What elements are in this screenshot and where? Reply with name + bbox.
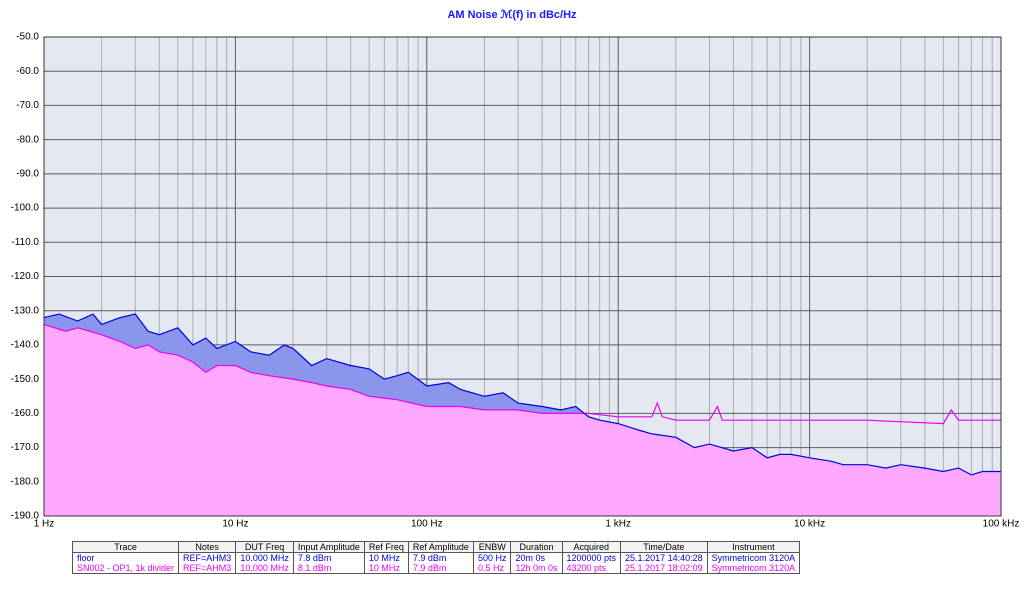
y-tick-label: -50.0 bbox=[16, 32, 39, 43]
y-tick-label: -100.0 bbox=[11, 203, 40, 214]
table-cell: 7.8 dBm bbox=[292, 552, 365, 563]
y-tick-label: -70.0 bbox=[16, 100, 39, 111]
header-cell: Trace bbox=[71, 541, 180, 553]
table-cell: 7.9 dBm bbox=[407, 563, 474, 574]
x-tick-label: 10 kHz bbox=[794, 519, 825, 530]
line bbox=[43, 313, 1001, 476]
table-cell: 10.000 MHz bbox=[235, 552, 294, 563]
y-tick-label: -180.0 bbox=[11, 476, 40, 487]
x-tick-label: 10 Hz bbox=[222, 519, 248, 530]
x-tick-label: 1 kHz bbox=[605, 519, 631, 530]
table-cell: 25.1.2017 14:40:28 bbox=[620, 552, 708, 563]
plot-border bbox=[43, 36, 1002, 517]
header-cell: ENBW bbox=[472, 541, 512, 553]
table-row: SN002 - OP1, 1k divider REF=AHM3 10.000 MH… bbox=[71, 563, 801, 574]
table-cell: 8.1 dBm bbox=[292, 563, 365, 574]
info-table: Trace Notes DUT Freq Input Amplitude Ref Fre… bbox=[71, 541, 801, 574]
table-cell: Symmetricom 3120A bbox=[706, 563, 801, 574]
table-cell: 10.000 MHz bbox=[235, 563, 294, 574]
header-cell: Notes bbox=[178, 541, 237, 553]
x-tick-label: 1 Hz bbox=[34, 519, 55, 530]
header-cell: DUT Freq bbox=[235, 541, 294, 553]
table-cell: 500 Hz bbox=[472, 552, 512, 563]
y-tick-label: -150.0 bbox=[11, 374, 40, 385]
table-cell: 12h 0m 0s bbox=[510, 563, 563, 574]
table-row: floor REF=AHM3 10.000 MHz 7.8 dBm 10 MHz 7.9 … bbox=[71, 552, 801, 563]
table-cell: 25.1.2017 18:02:09 bbox=[620, 563, 708, 574]
table-cell: REF=AHM3 bbox=[178, 563, 237, 574]
table-cell: 10 MHz bbox=[363, 563, 409, 574]
chart-title: AM Noise ℳ(f) in dBc/Hz bbox=[447, 9, 577, 21]
chart: AM Noise ℳ(f) in dBc/Hz 1 Hz 10 Hz 100 Hz 1… bbox=[11, 9, 1020, 530]
table-cell: 1200000 pts bbox=[561, 552, 622, 563]
y-tick-label: -160.0 bbox=[11, 408, 40, 419]
y-tick-label: -170.0 bbox=[11, 442, 40, 453]
header-cell: Instrument bbox=[706, 541, 801, 553]
header-cell: Ref Freq bbox=[363, 541, 409, 553]
y-tick-label: -60.0 bbox=[16, 66, 39, 77]
table-cell: 10 MHz bbox=[363, 552, 409, 563]
table-cell: SN002 - OP1, 1k divider bbox=[71, 563, 180, 574]
header-cell: Time/Date bbox=[620, 541, 708, 553]
area bbox=[44, 324, 1001, 516]
table-cell: 43200 pts bbox=[561, 563, 622, 574]
y-tick-label: -120.0 bbox=[11, 271, 40, 282]
header-cell: Input Amplitude bbox=[292, 541, 365, 553]
table-cell: floor bbox=[71, 552, 180, 563]
header-row: Trace Notes DUT Freq Input Amplitude Ref Fre… bbox=[71, 541, 801, 553]
table-cell: Symmetricom 3120A bbox=[706, 552, 801, 563]
y-tick-label: -80.0 bbox=[16, 134, 39, 145]
header-cell: Duration bbox=[510, 541, 563, 553]
header-cell: Acquired bbox=[561, 541, 622, 553]
table-cell: 20m 0s bbox=[510, 552, 563, 563]
x-tick-label: 100 Hz bbox=[411, 519, 443, 530]
header-cell: Ref Amplitude bbox=[407, 541, 474, 553]
line bbox=[43, 323, 1001, 425]
y-tick-label: -190.0 bbox=[11, 511, 40, 522]
table-cell: 7.9 dBm bbox=[407, 552, 474, 563]
y-tick-label: -140.0 bbox=[11, 340, 40, 351]
x-tick-label: 100 kHz bbox=[983, 519, 1020, 530]
y-tick-label: -90.0 bbox=[16, 168, 39, 179]
y-tick-label: -130.0 bbox=[11, 305, 40, 316]
table-cell: 0.5 Hz bbox=[472, 563, 512, 574]
y-tick-label: -110.0 bbox=[11, 237, 39, 248]
table-cell: REF=AHM3 bbox=[178, 552, 237, 563]
